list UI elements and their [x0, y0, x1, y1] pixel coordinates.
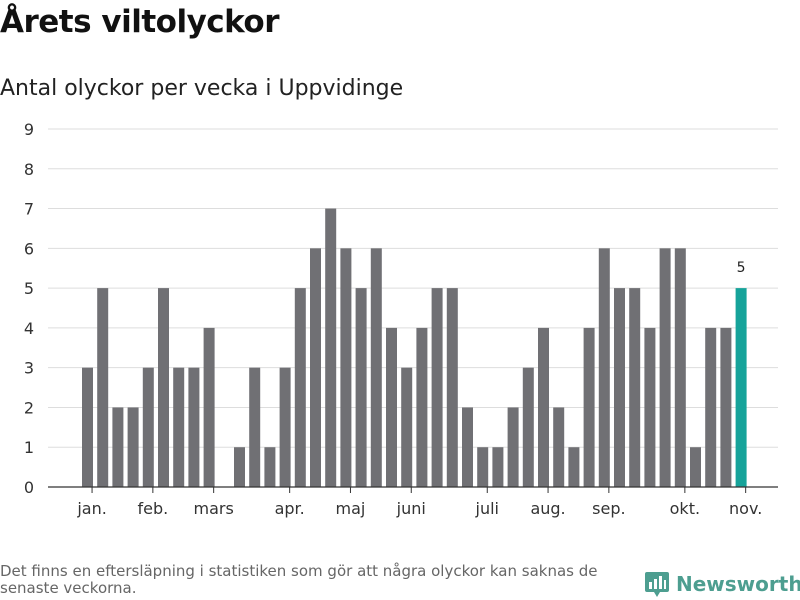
newsworthy-logo-icon [645, 572, 669, 597]
bar [249, 367, 261, 487]
x-tick-label: mars [194, 499, 234, 518]
bar [325, 208, 337, 488]
bar [629, 288, 641, 487]
x-tick-label: jan. [76, 499, 106, 518]
bar-highlight [735, 288, 747, 487]
y-tick-label: 1 [24, 438, 34, 457]
x-tick-label: apr. [275, 499, 305, 518]
x-tick-label: juni [396, 499, 426, 518]
bar [370, 248, 382, 487]
footnote: Det finns en eftersläpning i statistiken… [0, 562, 598, 597]
bar [720, 327, 732, 487]
y-tick-label: 8 [24, 160, 34, 179]
bar [127, 407, 139, 487]
y-tick-label: 7 [24, 200, 34, 219]
chart-title: Årets viltolyckor [0, 4, 280, 40]
bar [644, 327, 656, 487]
bar [294, 288, 306, 487]
y-axis-ticks: 0 1 2 3 4 5 6 7 8 9 [24, 120, 34, 497]
bar [173, 367, 185, 487]
bar [340, 248, 352, 487]
bar [674, 248, 686, 487]
bar [583, 327, 595, 487]
bar [598, 248, 610, 487]
bar [264, 447, 276, 487]
brand-name: Newsworthy [676, 572, 800, 596]
brand-logo: Newsworthy [644, 570, 800, 598]
bar [568, 447, 580, 487]
bar [431, 288, 443, 487]
x-tick-label: nov. [729, 499, 762, 518]
y-tick-label: 3 [24, 359, 34, 378]
x-tick-label: maj [336, 499, 366, 518]
bar [659, 248, 671, 487]
x-axis-ticks: jan. feb. mars apr. maj juni juli aug. sep. okt. n… [76, 487, 762, 518]
bar [188, 367, 200, 487]
bar [553, 407, 565, 487]
x-tick-label: aug. [530, 499, 565, 518]
bar [462, 407, 473, 487]
bar [158, 288, 169, 487]
bar [401, 367, 413, 487]
bar [112, 407, 124, 487]
bar [690, 447, 701, 487]
y-tick-label: 5 [24, 279, 34, 298]
bar-chart: 0 1 2 3 4 5 6 7 8 9 jan. feb. mars apr. maj juni juli au… [24, 120, 778, 518]
bar [310, 248, 321, 487]
bar [507, 407, 519, 487]
bar [492, 447, 504, 487]
bar [416, 327, 428, 487]
chart-subtitle: Antal olyckor per vecka i Uppvidinge [0, 76, 404, 101]
x-tick-label: juli [475, 499, 499, 518]
y-tick-label: 6 [24, 239, 34, 258]
bar [234, 447, 245, 487]
bar [142, 367, 154, 487]
data-labels: 5 [737, 260, 746, 276]
bar [279, 367, 291, 487]
bar [386, 327, 397, 487]
y-tick-label: 9 [24, 120, 34, 139]
y-tick-label: 0 [24, 478, 34, 497]
bar [705, 327, 717, 487]
x-tick-label: okt. [670, 499, 700, 518]
bar [82, 367, 93, 487]
bar [355, 288, 367, 487]
x-tick-label: feb. [138, 499, 169, 518]
data-label: 5 [737, 260, 746, 276]
bar [538, 327, 549, 487]
bar [203, 327, 215, 487]
bar [446, 288, 458, 487]
bars [82, 208, 747, 488]
bar [97, 288, 109, 487]
bar [614, 288, 625, 487]
y-tick-label: 4 [24, 319, 34, 338]
bar [477, 447, 489, 487]
x-tick-label: sep. [592, 499, 625, 518]
y-tick-label: 2 [24, 398, 34, 417]
bar [522, 367, 534, 487]
grid-lines [48, 128, 778, 448]
